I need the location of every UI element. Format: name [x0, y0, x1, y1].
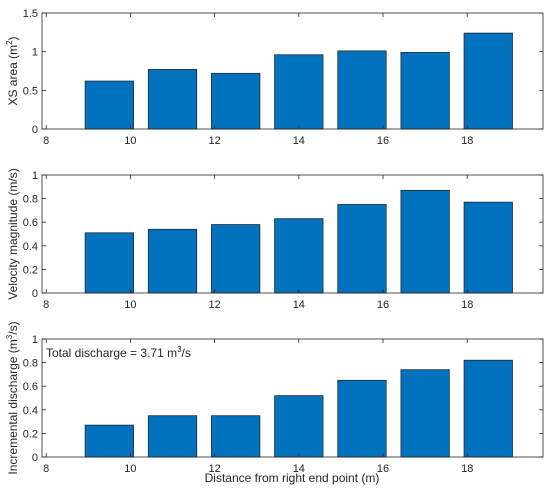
bar [274, 218, 324, 294]
chart-panel-velocity: 8 10 12 14 16 18 0 0.2 0.4 0.6 0.8 1 Velocity magni… [6, 168, 544, 311]
y-axis-label: Velocity magnitude (m/s) [6, 168, 20, 299]
y-tick-label: 0 [32, 288, 38, 300]
bar [84, 424, 134, 458]
x-tick-label: 12 [208, 135, 220, 147]
bar [211, 72, 261, 130]
y-tick-label: 0.6 [23, 217, 38, 229]
x-tick-label: 16 [377, 463, 389, 475]
y-tick-label: 0.5 [23, 85, 38, 97]
y-tick-label: 0.4 [23, 405, 38, 417]
chart-panel-discharge: 8 10 12 14 16 18 0 0.2 0.4 0.6 0.8 1 Incremental di… [5, 321, 544, 475]
x-tick-label: 16 [377, 135, 389, 147]
bar-group [84, 189, 513, 294]
bar-group [84, 32, 513, 130]
x-axis-label: Distance from right end point (m) [205, 471, 380, 485]
bar [463, 359, 513, 458]
x-tick-label: 16 [377, 299, 389, 311]
y-tick-label: 0.2 [23, 264, 38, 276]
x-tick-label: 10 [124, 463, 136, 475]
x-tick-label: 18 [461, 135, 473, 147]
x-tick-label: 14 [293, 299, 305, 311]
bar [211, 224, 261, 294]
y-tick-label: 1 [32, 47, 38, 59]
bar [84, 232, 134, 294]
axes-frame [41, 174, 544, 294]
x-tick-label: 10 [124, 135, 136, 147]
x-tick-label: 8 [43, 463, 49, 475]
x-tick-label: 14 [293, 135, 305, 147]
y-tick-label: 0.6 [23, 381, 38, 393]
y-axis-label: XS area (m2) [5, 36, 20, 105]
y-tick-label: 0.8 [23, 358, 38, 370]
x-tick-label: 18 [461, 463, 473, 475]
bar [84, 80, 134, 130]
bar [400, 369, 450, 458]
x-tick-label: 14 [293, 463, 305, 475]
bar [211, 415, 261, 458]
bar [337, 379, 387, 458]
bar [337, 50, 387, 130]
x-tick-label: 8 [43, 299, 49, 311]
y-tick-label: 1 [32, 334, 38, 346]
bar [400, 52, 450, 130]
bar [463, 32, 513, 130]
y-tick-label: 0 [32, 124, 38, 136]
chart-panel-xs-area: 8 10 12 14 16 18 0 0.5 1 1.5 XS area (m2) [5, 8, 544, 147]
bar [147, 69, 198, 130]
tick-group: 8 10 12 14 16 18 0 0.2 0.4 0.6 0.8 1 [23, 170, 543, 311]
bar [147, 228, 198, 294]
total-discharge-annotation: Total discharge = 3.71 m3/s [46, 345, 191, 360]
x-tick-label: 12 [208, 299, 220, 311]
y-tick-label: 1.5 [23, 8, 38, 20]
axes-frame [41, 12, 544, 130]
y-tick-label: 0 [32, 452, 38, 464]
tick-group: 8 10 12 14 16 18 0 0.5 1 1.5 [23, 8, 543, 147]
y-axis-label: Incremental discharge (m3/s) [5, 321, 20, 474]
bar [274, 54, 324, 130]
y-tick-label: 1 [32, 170, 38, 182]
x-tick-label: 10 [124, 299, 136, 311]
x-tick-label: 18 [461, 299, 473, 311]
x-tick-label: 12 [208, 463, 220, 475]
x-tick-label: 8 [43, 135, 49, 147]
bar [274, 395, 324, 458]
bar-group [84, 359, 513, 458]
bar [147, 415, 198, 458]
y-tick-label: 0.8 [23, 194, 38, 206]
bar [463, 201, 513, 294]
y-tick-label: 0.2 [23, 428, 38, 440]
bar [400, 189, 450, 294]
y-tick-label: 0.4 [23, 241, 38, 253]
bar [337, 204, 387, 294]
axes-frame [41, 338, 544, 458]
tick-group: 8 10 12 14 16 18 0 0.2 0.4 0.6 0.8 1 [23, 334, 543, 475]
